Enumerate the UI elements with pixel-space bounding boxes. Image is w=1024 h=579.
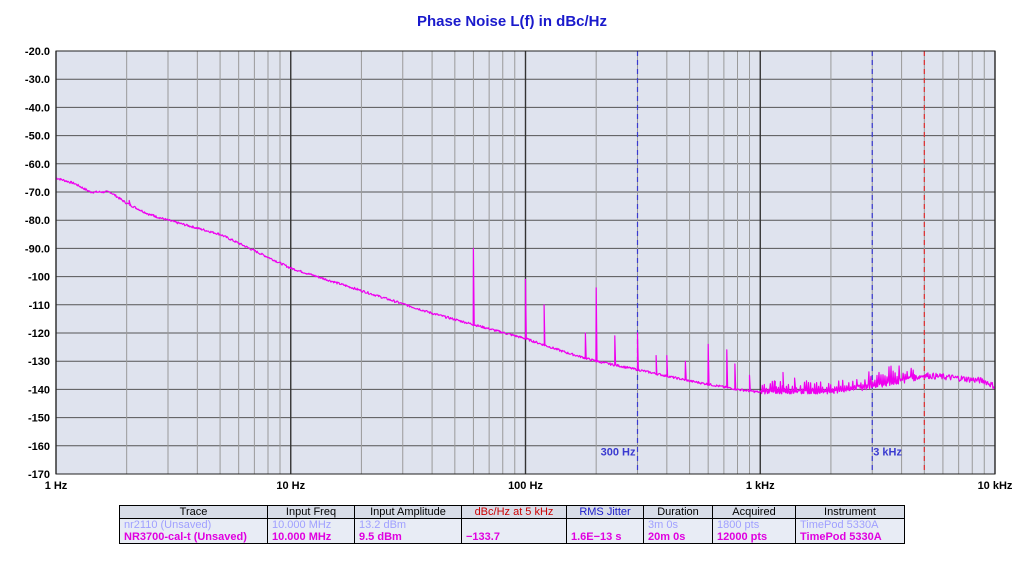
y-tick-label: -30.0 [25, 74, 50, 86]
legend-duration: 20m 0s [643, 531, 713, 544]
x-tick-label: 100 Hz [508, 480, 543, 492]
y-tick-label: -40.0 [25, 102, 50, 114]
y-tick-label: -140 [28, 384, 50, 396]
y-tick-label: -150 [28, 413, 50, 425]
legend-trace-name: NR3700-cal-t (Unsaved) [119, 531, 268, 544]
frequency-marker-label: 300 Hz [601, 446, 636, 458]
y-tick-label: -130 [28, 356, 50, 368]
legend-dbc [461, 518, 567, 531]
legend-row: nr2110 (Unsaved) 10.000 MHz 13.2 dBm 3m … [119, 518, 905, 531]
frequency-marker-label: 3 kHz [873, 446, 902, 458]
legend-header-input-amplitude: Input Amplitude [354, 505, 462, 519]
legend-input-amplitude: 13.2 dBm [354, 518, 462, 531]
legend-duration: 3m 0s [643, 518, 713, 531]
y-tick-label: -120 [28, 328, 50, 340]
legend-instrument: TimePod 5330A [795, 518, 905, 531]
legend-header-dbc-at-5khz: dBc/Hz at 5 kHz [461, 505, 567, 519]
chart-title: Phase Noise L(f) in dBc/Hz [416, 13, 608, 30]
legend-header-instrument: Instrument [795, 505, 905, 519]
x-tick-label: 10 Hz [276, 480, 305, 492]
legend-trace-name: nr2110 (Unsaved) [119, 518, 268, 531]
legend-header-trace: Trace [119, 505, 268, 519]
y-tick-label: -70.0 [25, 187, 50, 199]
legend-dbc: −133.7 [461, 531, 567, 544]
y-tick-label: -80.0 [25, 215, 50, 227]
legend-header-acquired: Acquired [712, 505, 796, 519]
plot-border [55, 50, 996, 475]
legend-instrument: TimePod 5330A [795, 531, 905, 544]
legend-input-freq: 10.000 MHz [267, 518, 355, 531]
x-tick-label: 1 Hz [45, 480, 68, 492]
legend-header-row: Trace Input Freq Input Amplitude dBc/Hz … [119, 505, 905, 519]
legend-acquired: 1800 pts [712, 518, 796, 531]
x-tick-label: 1 kHz [746, 480, 775, 492]
phase-noise-plot: 300 Hz 3 kHz -20.0 -30.0 -40.0 -50.0 -60.0 -70… [25, 46, 1013, 492]
x-tick-label: 10 kHz [978, 480, 1013, 492]
legend-header-rms-jitter: RMS Jitter [566, 505, 644, 519]
legend-input-freq: 10.000 MHz [267, 531, 355, 544]
legend-jitter [566, 518, 644, 531]
y-tick-label: -90.0 [25, 243, 50, 255]
y-tick-label: -50.0 [25, 131, 50, 143]
legend-row: NR3700-cal-t (Unsaved) 10.000 MHz 9.5 dB… [119, 531, 905, 544]
legend-acquired: 12000 pts [712, 531, 796, 544]
y-tick-label: -100 [28, 272, 50, 284]
y-tick-label: -160 [28, 441, 50, 453]
y-tick-label: -60.0 [25, 159, 50, 171]
legend-header-duration: Duration [643, 505, 713, 519]
legend-jitter: 1.6E−13 s [566, 531, 644, 544]
y-tick-label: -20.0 [25, 46, 50, 58]
y-tick-label: -170 [28, 469, 50, 481]
legend-input-amplitude: 9.5 dBm [354, 531, 462, 544]
y-tick-label: -110 [29, 300, 50, 312]
legend-table: Trace Input Freq Input Amplitude dBc/Hz … [119, 505, 905, 544]
trace-line [55, 177, 996, 395]
legend-header-input-freq: Input Freq [267, 505, 355, 519]
